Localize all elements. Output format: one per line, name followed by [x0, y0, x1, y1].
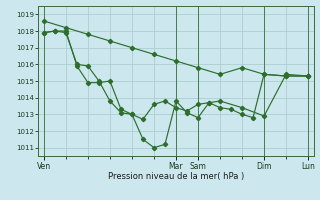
X-axis label: Pression niveau de la mer( hPa ): Pression niveau de la mer( hPa ): [108, 172, 244, 181]
